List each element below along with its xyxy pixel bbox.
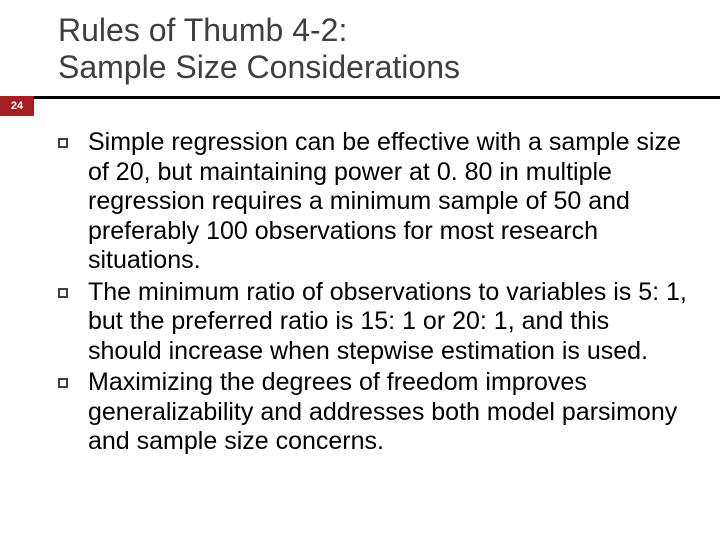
- page-number: 24: [11, 100, 23, 112]
- accent-line: [34, 96, 720, 99]
- list-item: The minimum ratio of observations to var…: [58, 278, 688, 367]
- slide-title: Rules of Thumb 4-2: Sample Size Consider…: [58, 12, 680, 86]
- bullet-square-icon: [58, 288, 68, 298]
- title-line-2: Sample Size Considerations: [58, 49, 460, 85]
- bullet-text: Maximizing the degrees of freedom improv…: [88, 368, 688, 457]
- bullet-square-icon: [58, 378, 68, 388]
- title-block: Rules of Thumb 4-2: Sample Size Consider…: [58, 12, 680, 86]
- list-item: Maximizing the degrees of freedom improv…: [58, 368, 688, 457]
- bullet-text: Simple regression can be effective with …: [88, 128, 688, 276]
- content-area: Simple regression can be effective with …: [58, 128, 688, 459]
- page-number-badge: 24: [0, 96, 34, 116]
- bullet-square-icon: [58, 138, 68, 148]
- list-item: Simple regression can be effective with …: [58, 128, 688, 276]
- slide-container: Rules of Thumb 4-2: Sample Size Consider…: [0, 0, 720, 540]
- title-line-1: Rules of Thumb 4-2:: [58, 12, 347, 48]
- bullet-text: The minimum ratio of observations to var…: [88, 278, 688, 367]
